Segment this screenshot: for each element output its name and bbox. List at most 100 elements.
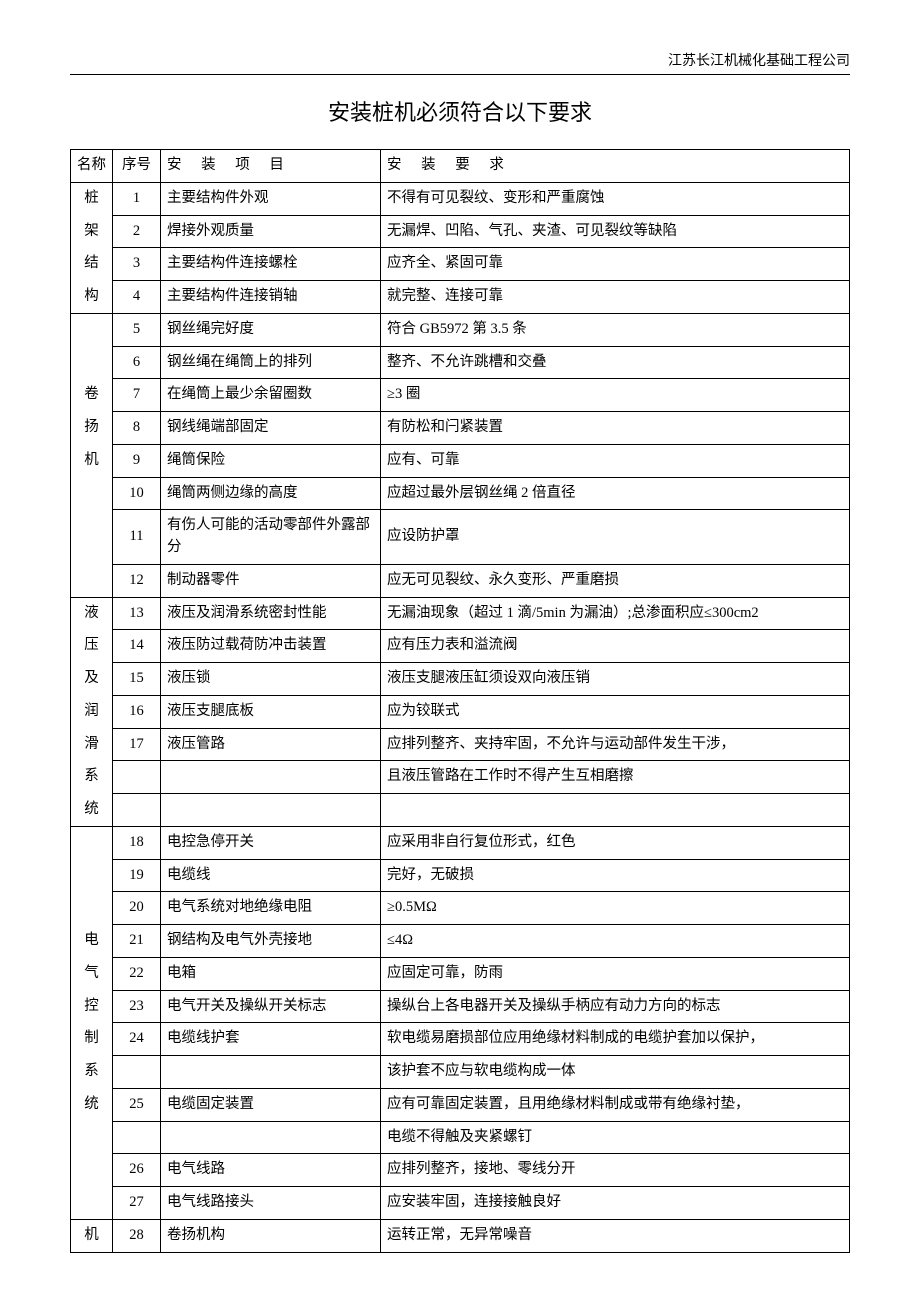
group-cell: 架 xyxy=(71,215,113,248)
req-cell: 应有压力表和溢流阀 xyxy=(381,630,850,663)
group-cell: 机 xyxy=(71,444,113,477)
group-cell: 液 xyxy=(71,597,113,630)
seq-cell xyxy=(113,794,161,827)
group-cell xyxy=(71,826,113,859)
req-cell: 应有可靠固定装置，且用绝缘材料制成或带有绝缘衬垫， xyxy=(381,1088,850,1121)
item-cell: 钢丝绳在绳筒上的排列 xyxy=(161,346,381,379)
seq-cell: 26 xyxy=(113,1154,161,1187)
th-item: 安 装 项 目 xyxy=(161,150,381,183)
table-row: 桩 1 主要结构件外观 不得有可见裂纹、变形和严重腐蚀 xyxy=(71,182,850,215)
th-name: 名称 xyxy=(71,150,113,183)
seq-cell: 28 xyxy=(113,1219,161,1252)
req-cell: 无漏焊、凹陷、气孔、夹渣、可见裂纹等缺陷 xyxy=(381,215,850,248)
table-row: 架 2 焊接外观质量 无漏焊、凹陷、气孔、夹渣、可见裂纹等缺陷 xyxy=(71,215,850,248)
th-seq: 序号 xyxy=(113,150,161,183)
table-row: 卷 7 在绳筒上最少余留圈数 ≥3 圈 xyxy=(71,379,850,412)
seq-cell: 1 xyxy=(113,182,161,215)
req-cell: 应齐全、紧固可靠 xyxy=(381,248,850,281)
item-cell: 电缆线护套 xyxy=(161,1023,381,1056)
req-cell: 符合 GB5972 第 3.5 条 xyxy=(381,313,850,346)
req-cell: ≤4Ω xyxy=(381,925,850,958)
group-cell: 统 xyxy=(71,1088,113,1121)
item-cell: 焊接外观质量 xyxy=(161,215,381,248)
requirements-table: 名称 序号 安 装 项 目 安 装 要 求 桩 1 主要结构件外观 不得有可见裂… xyxy=(70,149,850,1253)
table-row: 系 该护套不应与软电缆构成一体 xyxy=(71,1056,850,1089)
item-cell xyxy=(161,1121,381,1154)
table-row: 27 电气线路接头 应安装牢固，连接接触良好 xyxy=(71,1187,850,1220)
group-cell xyxy=(71,346,113,379)
seq-cell: 10 xyxy=(113,477,161,510)
group-cell: 制 xyxy=(71,1023,113,1056)
table-row: 液 13 液压及润滑系统密封性能 无漏油现象（超过 1 滴/5min 为漏油）;… xyxy=(71,597,850,630)
group-cell xyxy=(71,892,113,925)
th-req: 安 装 要 求 xyxy=(381,150,850,183)
item-cell: 电控急停开关 xyxy=(161,826,381,859)
req-cell: 该护套不应与软电缆构成一体 xyxy=(381,1056,850,1089)
table-row: 滑 17 液压管路 应排列整齐、夹持牢固，不允许与运动部件发生干涉， xyxy=(71,728,850,761)
item-cell: 电缆线 xyxy=(161,859,381,892)
table-row: 11 有伤人可能的活动零部件外露部分 应设防护罩 xyxy=(71,510,850,565)
req-cell: 不得有可见裂纹、变形和严重腐蚀 xyxy=(381,182,850,215)
req-cell: 应为铰联式 xyxy=(381,695,850,728)
group-cell: 卷 xyxy=(71,379,113,412)
item-cell: 液压锁 xyxy=(161,663,381,696)
table-header-row: 名称 序号 安 装 项 目 安 装 要 求 xyxy=(71,150,850,183)
group-cell xyxy=(71,477,113,510)
table-row: 控 23 电气开关及操纵开关标志 操纵台上各电器开关及操纵手柄应有动力方向的标志 xyxy=(71,990,850,1023)
seq-cell: 6 xyxy=(113,346,161,379)
req-cell: 整齐、不允许跳槽和交叠 xyxy=(381,346,850,379)
req-cell: 应无可见裂纹、永久变形、严重磨损 xyxy=(381,564,850,597)
group-cell xyxy=(71,510,113,565)
item-cell: 绳筒两侧边缘的高度 xyxy=(161,477,381,510)
item-cell: 电箱 xyxy=(161,957,381,990)
seq-cell: 3 xyxy=(113,248,161,281)
seq-cell xyxy=(113,1056,161,1089)
table-row: 10 绳筒两侧边缘的高度 应超过最外层钢丝绳 2 倍直径 xyxy=(71,477,850,510)
req-cell: 应采用非自行复位形式，红色 xyxy=(381,826,850,859)
table-row: 润 16 液压支腿底板 应为铰联式 xyxy=(71,695,850,728)
item-cell: 钢丝绳完好度 xyxy=(161,313,381,346)
req-cell: 应安装牢固，连接接触良好 xyxy=(381,1187,850,1220)
req-cell: 应有、可靠 xyxy=(381,444,850,477)
item-cell: 电气系统对地绝缘电阻 xyxy=(161,892,381,925)
group-cell xyxy=(71,313,113,346)
req-cell: 电缆不得触及夹紧螺钉 xyxy=(381,1121,850,1154)
req-cell: 有防松和闩紧装置 xyxy=(381,412,850,445)
group-cell: 润 xyxy=(71,695,113,728)
seq-cell: 16 xyxy=(113,695,161,728)
req-cell: 无漏油现象（超过 1 滴/5min 为漏油）;总渗面积应≤300cm2 xyxy=(381,597,850,630)
seq-cell: 5 xyxy=(113,313,161,346)
table-row: 18 电控急停开关 应采用非自行复位形式，红色 xyxy=(71,826,850,859)
req-cell: 且液压管路在工作时不得产生互相磨擦 xyxy=(381,761,850,794)
item-cell: 电缆固定装置 xyxy=(161,1088,381,1121)
seq-cell: 15 xyxy=(113,663,161,696)
table-row: 系 且液压管路在工作时不得产生互相磨擦 xyxy=(71,761,850,794)
req-cell: 软电缆易磨损部位应用绝缘材料制成的电缆护套加以保护， xyxy=(381,1023,850,1056)
group-cell: 系 xyxy=(71,761,113,794)
item-cell: 绳筒保险 xyxy=(161,444,381,477)
group-cell: 机 xyxy=(71,1219,113,1252)
req-cell: 运转正常，无异常噪音 xyxy=(381,1219,850,1252)
item-cell: 制动器零件 xyxy=(161,564,381,597)
seq-cell: 2 xyxy=(113,215,161,248)
seq-cell: 14 xyxy=(113,630,161,663)
seq-cell xyxy=(113,1121,161,1154)
group-cell: 桩 xyxy=(71,182,113,215)
item-cell: 电气线路 xyxy=(161,1154,381,1187)
item-cell: 液压及润滑系统密封性能 xyxy=(161,597,381,630)
seq-cell: 7 xyxy=(113,379,161,412)
group-cell: 统 xyxy=(71,794,113,827)
group-cell xyxy=(71,1154,113,1187)
group-cell: 滑 xyxy=(71,728,113,761)
table-row: 19 电缆线 完好，无破损 xyxy=(71,859,850,892)
seq-cell: 24 xyxy=(113,1023,161,1056)
group-cell: 扬 xyxy=(71,412,113,445)
seq-cell: 18 xyxy=(113,826,161,859)
table-row: 统 xyxy=(71,794,850,827)
seq-cell: 22 xyxy=(113,957,161,990)
seq-cell: 12 xyxy=(113,564,161,597)
req-cell: 就完整、连接可靠 xyxy=(381,281,850,314)
table-row: 制 24 电缆线护套 软电缆易磨损部位应用绝缘材料制成的电缆护套加以保护， xyxy=(71,1023,850,1056)
seq-cell: 11 xyxy=(113,510,161,565)
table-row: 6 钢丝绳在绳筒上的排列 整齐、不允许跳槽和交叠 xyxy=(71,346,850,379)
